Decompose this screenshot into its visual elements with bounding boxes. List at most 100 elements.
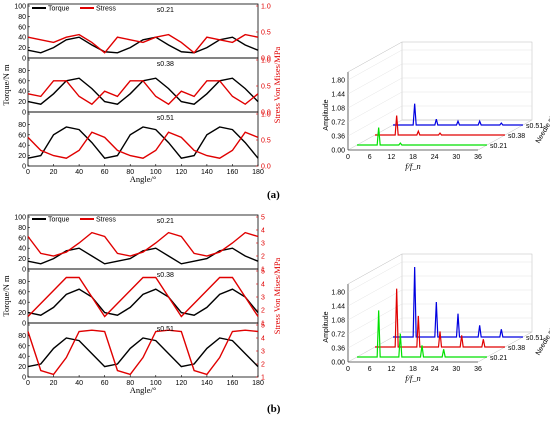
- series-torque-line: [27, 126, 259, 159]
- series-stress-line: [27, 231, 259, 257]
- subplot-label: s0.38: [157, 272, 174, 279]
- x-tick-label: 6: [368, 154, 372, 161]
- y-right-tick-label: 4: [261, 228, 265, 235]
- back-wall: [401, 41, 533, 121]
- y-tick-label: 0: [22, 375, 26, 382]
- x-tick-label: 80: [126, 169, 134, 176]
- y-tick-label: 0.72: [331, 120, 345, 127]
- y-tick-label: 0: [22, 321, 26, 328]
- series-torque-line: [27, 247, 259, 265]
- caption-a: (a): [267, 189, 280, 201]
- legend-stress-label: Stress: [96, 6, 116, 13]
- y-axis-label: Amplitude: [323, 99, 330, 130]
- y-tick-label: 0: [22, 110, 26, 117]
- x-tick-label: 20: [50, 380, 58, 387]
- y-tick-label: 40: [18, 35, 26, 42]
- y-tick-label: 100: [14, 215, 26, 222]
- series-stress-line: [27, 276, 259, 318]
- y-tick-label: 60: [18, 132, 26, 139]
- y-right-tick-label: 3: [261, 241, 265, 248]
- x-tick-label: 24: [431, 154, 439, 161]
- series-torque-line: [27, 36, 259, 54]
- y-right-tick-label: 0.0: [261, 110, 271, 117]
- x-tick-label: 140: [201, 380, 213, 387]
- spectrum-series-s0.51: [393, 266, 523, 338]
- grid-line: [347, 105, 403, 137]
- y-tick-label: 1.08: [331, 318, 345, 325]
- spectrum-series-s0.21: [357, 127, 487, 146]
- x-tick-label: 30: [452, 366, 460, 373]
- y-tick-label: 1.08: [331, 106, 345, 113]
- y-tick-label: 0.36: [331, 346, 345, 353]
- x-tick-label: 160: [227, 380, 239, 387]
- y-tick-label: 1.44: [331, 92, 345, 99]
- y-tick-label: 20: [18, 364, 26, 371]
- x-tick-label: 24: [431, 366, 439, 373]
- y-tick-label: 0: [22, 164, 26, 171]
- series-label: s0.51: [526, 335, 543, 342]
- grid-line: [347, 275, 403, 307]
- subplot-label: s0.51: [157, 326, 174, 333]
- y-tick-label: 20: [18, 153, 26, 160]
- waterfall-chart-panel-a: 0.00 0.36 0.72 1.08 1.44 1.80 0 6 12 18 24 30 36 f/f_…: [323, 41, 550, 171]
- y-tick-label: 40: [18, 89, 26, 96]
- series-stress-line: [27, 131, 259, 159]
- x-axis-label: Angle/°: [130, 385, 157, 395]
- y-right-tick-label: 4: [261, 282, 265, 289]
- x-tick-label: 12: [387, 154, 395, 161]
- x-tick-label: 0: [26, 169, 30, 176]
- x-tick-label: 60: [101, 380, 109, 387]
- subplot-frame: [27, 111, 259, 167]
- spectrum-series-s0.21: [357, 310, 487, 358]
- subplot-label: s0.38: [157, 61, 174, 68]
- x-tick-label: 80: [126, 380, 134, 387]
- subplot-frame: [27, 322, 259, 378]
- series-label: s0.21: [490, 143, 507, 150]
- series-torque-line: [27, 77, 259, 105]
- x-tick-label: 20: [50, 169, 58, 176]
- y-tick-label: 20: [18, 99, 26, 106]
- x-tick-label: 36: [474, 154, 482, 161]
- spectrum-series-s0.51: [393, 103, 523, 126]
- series-label: s0.38: [508, 133, 525, 140]
- y-axis-label-left: Torque/N m: [1, 64, 11, 106]
- y-tick-label: 60: [18, 289, 26, 296]
- x-tick-label: 40: [75, 380, 83, 387]
- x-tick-label: 36: [474, 366, 482, 373]
- y-tick-label: 80: [18, 279, 26, 286]
- x-tick-label: 60: [101, 169, 109, 176]
- y-tick-label: 0.00: [331, 148, 345, 155]
- y-right-tick-label: 2: [261, 362, 265, 369]
- y-tick-label: 40: [18, 143, 26, 150]
- subplot-label: s0.21: [157, 218, 174, 225]
- x-tick-label: 160: [227, 169, 239, 176]
- x-tick-label: 120: [175, 169, 187, 176]
- y-right-tick-label: 1.0: [261, 4, 271, 11]
- y-right-tick-label: 2: [261, 254, 265, 261]
- y-right-tick-label: 3: [261, 349, 265, 356]
- series-label: s0.38: [508, 345, 525, 352]
- y-tick-label: 60: [18, 343, 26, 350]
- subplot-label: s0.51: [157, 115, 174, 122]
- y-right-tick-label: 0.5: [261, 138, 271, 145]
- y-tick-label: 80: [18, 333, 26, 340]
- y-axis-label-right: Stress Von Mises/MPa: [272, 257, 282, 334]
- legend-torque-label: Torque: [48, 217, 70, 224]
- line-chart-panel-a: Torque Stress 0 20 40 60 80 100 0.0 0.5 1.0 s0.21 0 2…: [1, 4, 282, 185]
- y-tick-label: 60: [18, 78, 26, 85]
- y-tick-label: 20: [18, 310, 26, 317]
- y-tick-label: 40: [18, 300, 26, 307]
- y-right-tick-label: 0.0: [261, 164, 271, 171]
- x-tick-label: 180: [252, 169, 264, 176]
- y-axis-label-right: Stress Von Mises/MPa: [272, 46, 282, 123]
- x-tick-label: 0: [26, 380, 30, 387]
- y-right-tick-label: 2: [261, 308, 265, 315]
- x-tick-label: 18: [409, 154, 417, 161]
- series-label: s0.51: [526, 123, 543, 130]
- grid-line: [347, 77, 403, 109]
- y-tick-label: 0.00: [331, 360, 345, 367]
- x-tick-label: 0: [346, 154, 350, 161]
- subplot-label: s0.21: [157, 7, 174, 14]
- y-right-tick-label: 1.0: [261, 112, 271, 119]
- grid-line: [347, 49, 403, 81]
